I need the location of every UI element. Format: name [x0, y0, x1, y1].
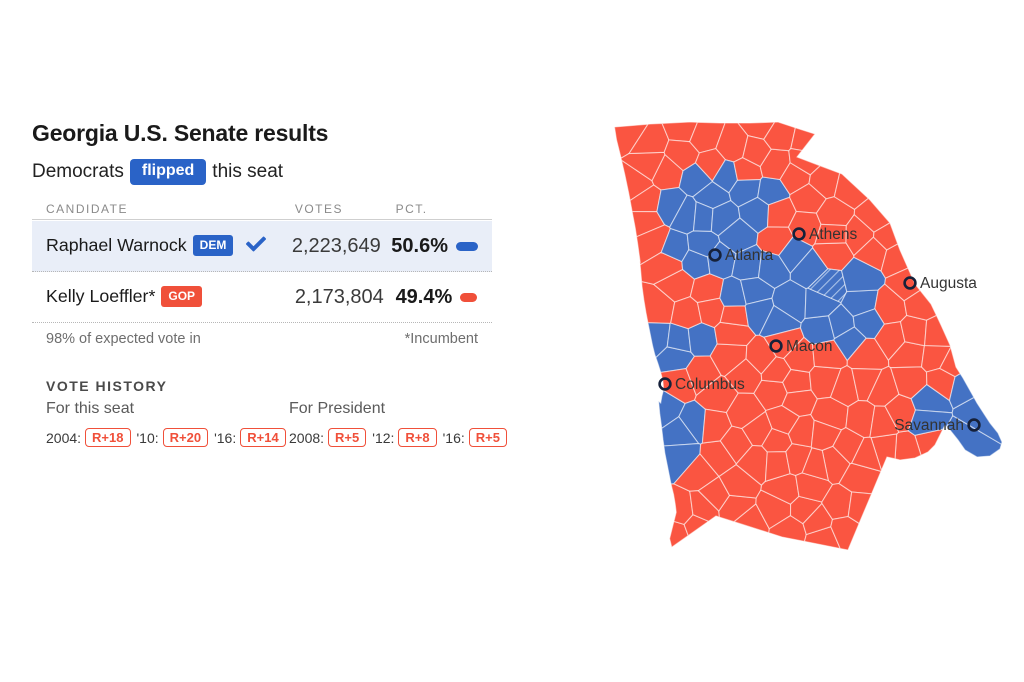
- svg-text:Augusta: Augusta: [920, 275, 977, 292]
- svg-text:Macon: Macon: [786, 338, 833, 355]
- svg-text:Atlanta: Atlanta: [725, 247, 774, 264]
- svg-text:Savannah: Savannah: [894, 417, 964, 434]
- svg-text:Athens: Athens: [809, 226, 858, 243]
- svg-text:Columbus: Columbus: [675, 376, 745, 393]
